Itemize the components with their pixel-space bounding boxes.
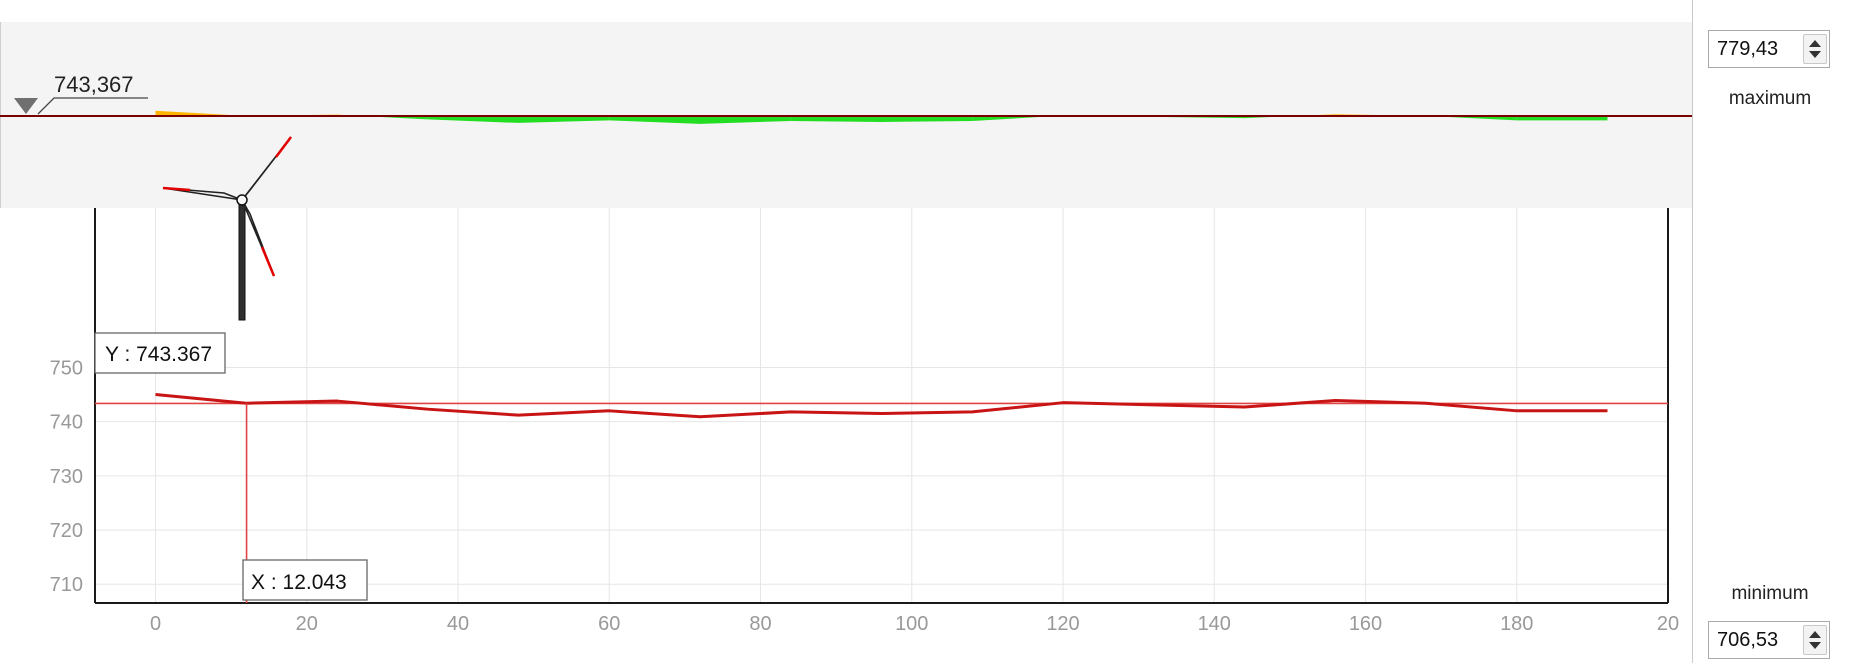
- x-tick-label: 100: [895, 613, 928, 635]
- x-tick-label: 0: [150, 613, 161, 635]
- minimum-stepper[interactable]: [1803, 625, 1827, 655]
- minimum-value: 706,53: [1717, 629, 1778, 652]
- y-tick-label: 720: [50, 520, 83, 542]
- maximum-caption: maximum: [1690, 88, 1850, 110]
- x-tick-label: 180: [1500, 613, 1533, 635]
- stepper-up-icon[interactable]: [1809, 631, 1821, 638]
- x-tick-label: 40: [447, 613, 469, 635]
- series-line: [156, 395, 1608, 417]
- x-tick-label: 160: [1349, 613, 1382, 635]
- x-tick-label: 80: [749, 613, 771, 635]
- minimum-spinbox[interactable]: 706,53: [1708, 621, 1830, 659]
- maximum-stepper[interactable]: [1803, 34, 1827, 64]
- stepper-down-icon[interactable]: [1809, 51, 1821, 58]
- x-crosshair-label: X : 12.043: [251, 571, 347, 594]
- y-crosshair-label: Y : 743.367: [105, 343, 212, 366]
- minimum-caption: minimum: [1690, 583, 1850, 605]
- stepper-up-icon[interactable]: [1809, 40, 1821, 47]
- grid: [95, 208, 1668, 603]
- maximum-value: 779,43: [1717, 38, 1778, 61]
- x-tick-label: 20: [1657, 613, 1679, 635]
- y-tick-label: 740: [50, 412, 83, 434]
- x-tick-label: 60: [598, 613, 620, 635]
- stepper-down-icon[interactable]: [1809, 642, 1821, 649]
- y-tick-label: 710: [50, 574, 83, 596]
- series-group: [155, 395, 1607, 417]
- x-tick-label: 140: [1198, 613, 1231, 635]
- x-tick-label: 20: [296, 613, 318, 635]
- x-tick-label: 120: [1046, 613, 1079, 635]
- marker-value-label: 743,367: [54, 72, 134, 97]
- maximum-spinbox[interactable]: 779,43: [1708, 30, 1830, 68]
- y-tick-label: 730: [50, 466, 83, 488]
- y-tick-label: 750: [50, 357, 83, 379]
